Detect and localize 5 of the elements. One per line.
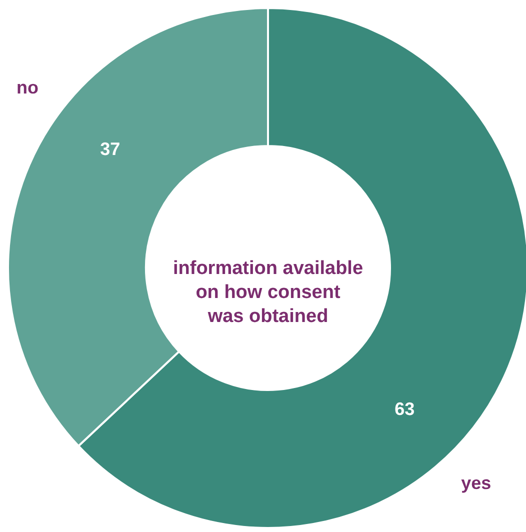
data-label: 63 xyxy=(394,398,415,419)
slice-label: no xyxy=(16,78,39,98)
text: information available on how consent was obtained xyxy=(172,258,364,327)
slice-label: yes xyxy=(461,473,492,494)
data-label: 37 xyxy=(100,139,120,160)
